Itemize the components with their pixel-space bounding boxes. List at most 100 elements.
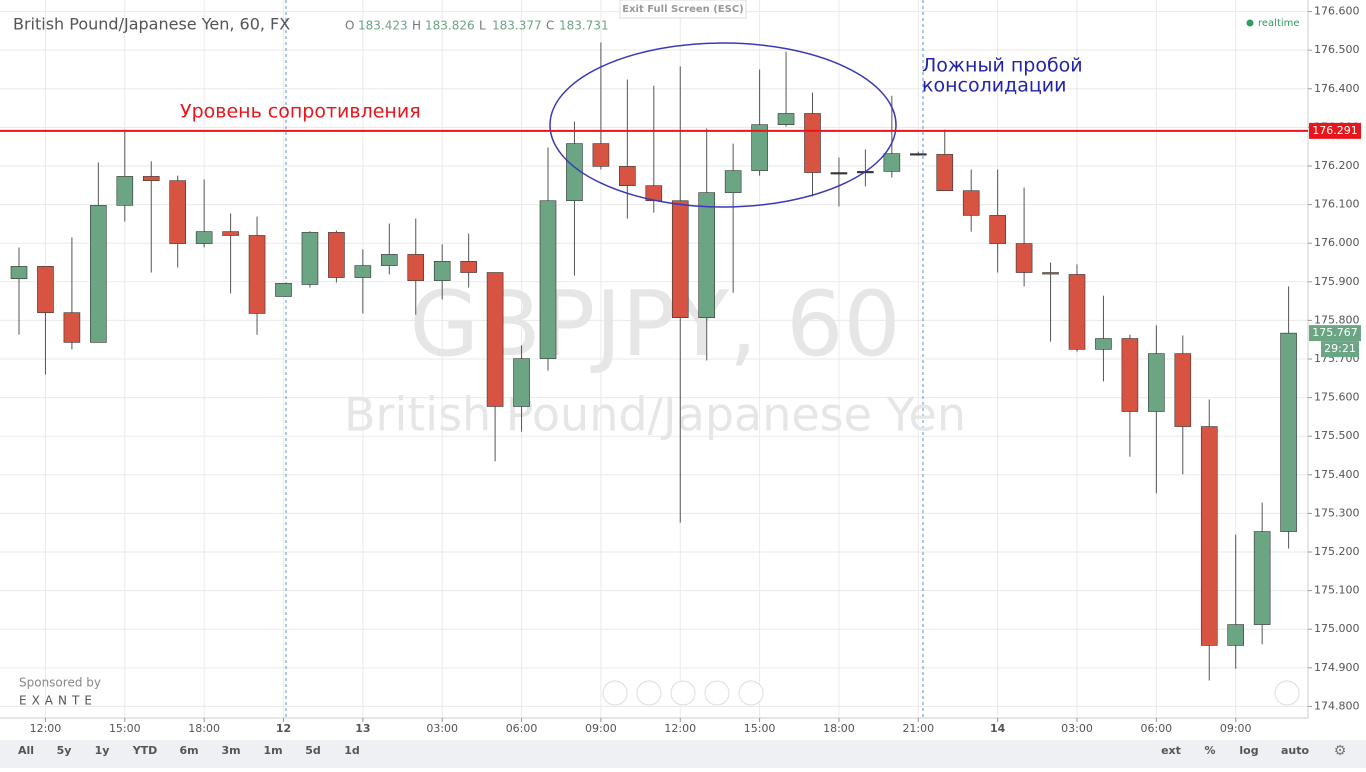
range-button[interactable]: 3m	[221, 744, 240, 757]
y-tick-label: 176.400	[1314, 82, 1360, 95]
price-tag	[1309, 325, 1361, 342]
candle-body	[90, 205, 107, 343]
candle-body	[433, 261, 451, 281]
candle-body	[936, 154, 954, 191]
toggle-button[interactable]: ext	[1161, 744, 1181, 757]
candle-body	[671, 200, 689, 318]
highlight-ellipse	[549, 42, 897, 208]
candle-body	[248, 235, 266, 314]
annotation: Ложный пробой	[922, 55, 1083, 77]
range-button[interactable]: All	[18, 744, 34, 757]
nav-button[interactable]	[636, 680, 662, 706]
candle-body	[460, 261, 477, 273]
range-button[interactable]: YTD	[132, 744, 158, 757]
toggle-button[interactable]: auto	[1281, 744, 1310, 757]
y-tick-label: 174.900	[1314, 661, 1360, 674]
y-tick-label: 176.100	[1314, 198, 1360, 211]
x-tick-label: 15:00	[109, 722, 141, 735]
y-tick-label: 176.000	[1314, 236, 1360, 249]
nav-button[interactable]	[738, 680, 764, 706]
x-tick-label: 06:00	[1140, 722, 1172, 735]
candle-body	[486, 272, 504, 407]
candle-body	[354, 265, 372, 278]
y-tick-label: 174.800	[1314, 699, 1360, 712]
y-tick-label: 175.800	[1314, 313, 1360, 326]
candle-body	[380, 254, 398, 266]
x-tick-label: 21:00	[902, 722, 934, 735]
resistance-label: Уровень сопротивления	[180, 101, 421, 123]
watermark: British Pound/Japanese Yen	[344, 388, 966, 442]
y-tick-label: 175.300	[1314, 506, 1360, 519]
candle-body	[724, 170, 742, 193]
candle-body	[909, 153, 927, 156]
candle-body	[328, 232, 345, 278]
ohlc-label: H	[412, 19, 421, 33]
range-button[interactable]: 1d	[344, 744, 360, 757]
candle-body	[513, 358, 530, 407]
candle-body	[830, 172, 848, 175]
candle-body	[1174, 353, 1192, 427]
y-tick-label: 175.100	[1314, 584, 1360, 597]
range-button[interactable]: 1y	[95, 744, 110, 757]
x-tick-label: 09:00	[585, 722, 617, 735]
exit-button-label[interactable]: Exit Full Screen (ESC)	[622, 4, 744, 15]
x-tick-label: 03:00	[1061, 722, 1093, 735]
candle-body	[169, 180, 186, 244]
y-tick-label: 176.500	[1314, 43, 1360, 56]
x-tick-label: 18:00	[188, 722, 220, 735]
x-tick-label: 09:00	[1220, 722, 1252, 735]
candle-body	[566, 143, 583, 202]
range-button[interactable]: 1m	[263, 744, 282, 757]
candle-body	[116, 176, 134, 206]
candle-body	[407, 254, 425, 281]
candle-body	[222, 231, 239, 236]
x-tick-label: 14	[990, 722, 1006, 735]
toggle-button[interactable]: %	[1204, 744, 1215, 757]
ohlc-label: L	[479, 19, 486, 33]
candle-body	[698, 192, 716, 318]
candle-body	[37, 266, 54, 313]
nav-buttons[interactable]	[602, 680, 1300, 706]
candle-body	[777, 113, 795, 125]
nav-button[interactable]	[1274, 680, 1300, 706]
range-button[interactable]: 5y	[57, 744, 72, 757]
range-button[interactable]: 5d	[305, 744, 321, 757]
candle-body	[1280, 332, 1297, 532]
candle-body	[1227, 624, 1244, 646]
ohlc-value: 183.826	[425, 19, 475, 33]
toggle-button[interactable]: log	[1239, 744, 1258, 757]
x-tick-label: 03:00	[426, 722, 458, 735]
toolbar	[0, 740, 1366, 768]
x-tick-label: 13	[355, 722, 370, 735]
price-tag-label: 176.291	[1312, 124, 1358, 137]
y-tick-label: 175.600	[1314, 391, 1360, 404]
candle-body	[989, 215, 1006, 244]
price-tag	[1309, 122, 1361, 139]
candle-body	[142, 176, 160, 181]
nav-button[interactable]	[670, 680, 696, 706]
annotation: консолидации	[922, 75, 1067, 97]
candle-body	[1042, 272, 1059, 275]
candle-body	[751, 124, 768, 171]
candle-body	[1121, 338, 1139, 412]
candle-body	[1200, 426, 1218, 646]
ohlc-label: O	[345, 19, 354, 33]
x-tick-label: 06:00	[506, 722, 538, 735]
candle-body	[1015, 243, 1033, 273]
x-tick-label: 12:00	[664, 722, 696, 735]
nav-button[interactable]	[704, 680, 730, 706]
candle-body	[883, 153, 901, 172]
countdown-tag	[1321, 341, 1359, 358]
x-tick-label: 12	[276, 722, 291, 735]
candle-body	[63, 312, 81, 343]
nav-button[interactable]	[602, 680, 628, 706]
ohlc-value: 183.377	[492, 19, 542, 33]
settings-icon[interactable]: ⚙	[1334, 743, 1347, 759]
exit-button[interactable]	[619, 0, 747, 19]
ohlc-value: 183.731	[559, 19, 609, 33]
ohlc-value: 183.423	[358, 19, 408, 33]
range-button[interactable]: 6m	[179, 744, 198, 757]
x-tick-label: 12:00	[30, 722, 62, 735]
